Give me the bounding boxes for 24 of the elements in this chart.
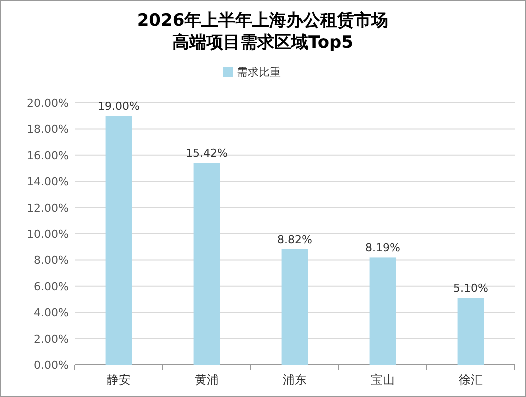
y-tick-label: 10.00% <box>27 228 69 241</box>
y-tick-label: 0.00% <box>34 359 69 372</box>
x-tick-label: 浦东 <box>283 373 307 387</box>
y-tick-label: 12.00% <box>27 202 69 215</box>
y-tick-label: 6.00% <box>34 280 69 294</box>
data-label: 5.10% <box>454 282 488 296</box>
y-tick-label: 8.00% <box>34 254 69 268</box>
y-tick-label: 14.00% <box>27 176 69 189</box>
data-label: 19.00% <box>98 100 140 114</box>
y-tick-label: 2.00% <box>34 332 69 346</box>
x-tick-label: 静安 <box>107 373 131 387</box>
y-tick-label: 20.00% <box>27 97 69 110</box>
x-tick-label: 黄浦 <box>195 373 219 387</box>
x-tick-label: 宝山 <box>371 373 395 387</box>
y-tick-label: 16.00% <box>27 149 69 162</box>
legend-label: 需求比重 <box>237 66 281 79</box>
data-label: 8.19% <box>366 242 400 255</box>
y-tick-label: 4.00% <box>34 306 69 320</box>
x-tick-label: 徐汇 <box>459 373 483 387</box>
chart-subtitle: 高端项目需求区域Top5 <box>172 33 354 53</box>
y-tick-label: 18.00% <box>27 123 69 136</box>
data-label: 15.42% <box>186 147 228 160</box>
chart-title: 2026年上半年上海办公租赁市场 <box>137 11 389 31</box>
data-label: 8.82% <box>278 233 312 246</box>
